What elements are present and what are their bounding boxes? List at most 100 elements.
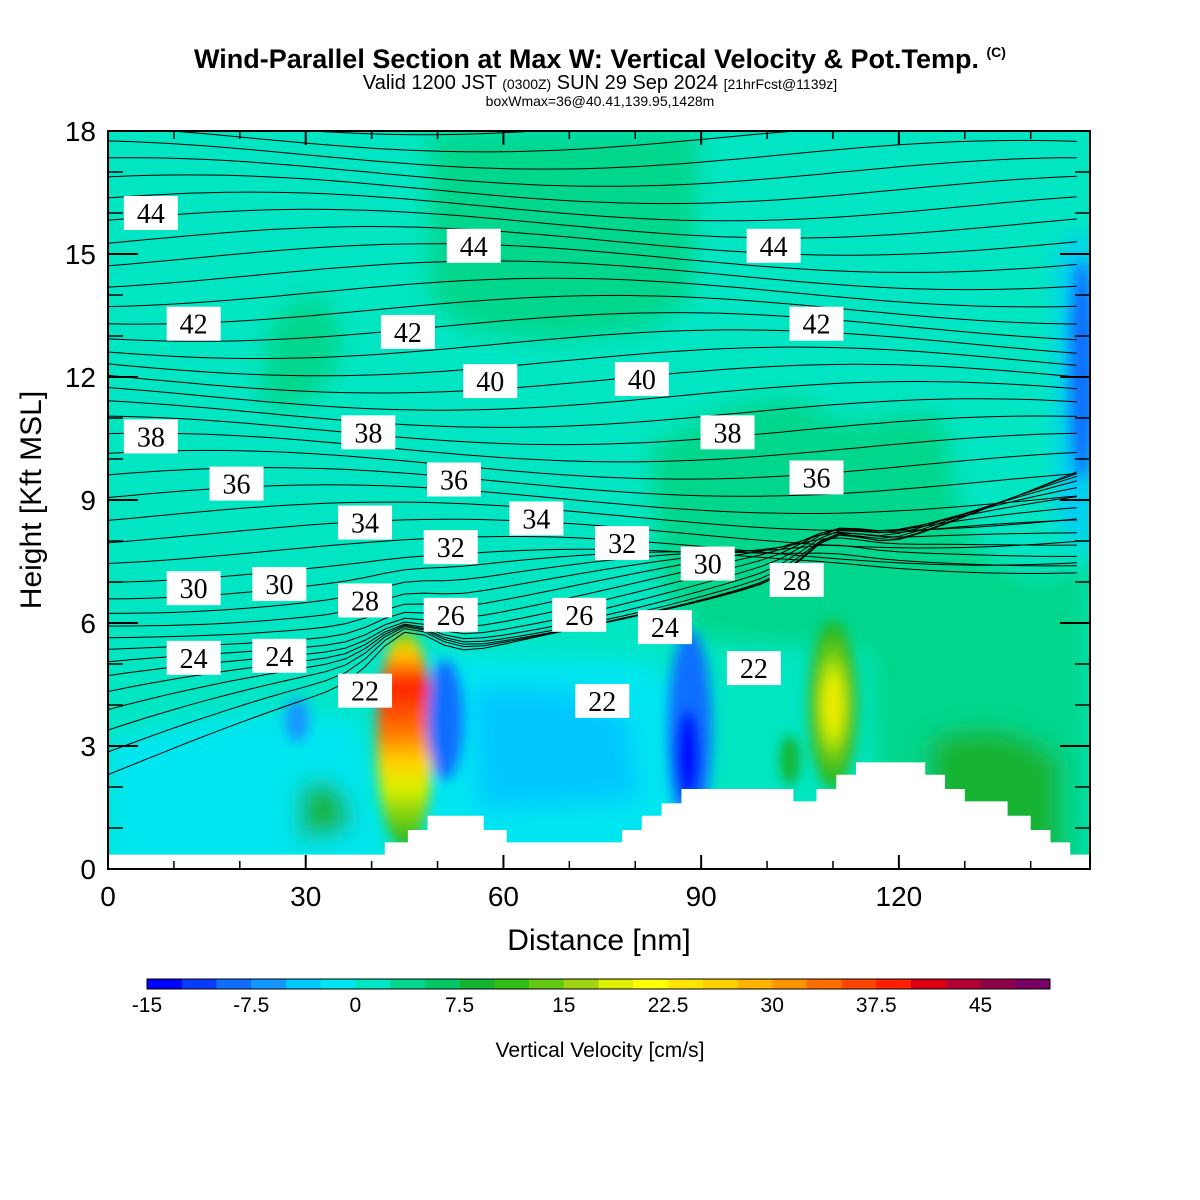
theta-contour-line [108, 208, 1077, 239]
theta-label-text: 22 [588, 687, 616, 718]
colorbar-tick-label: 30 [761, 994, 784, 1017]
theta-contour-line [108, 294, 1077, 325]
theta-contour-labels: 44 44 44 42 42 42 40 40 38 38 38 36 36 36 34 34 32 32 30 30… [123, 196, 844, 718]
y-tick-label: 3 [80, 731, 96, 762]
theta-contour-line [108, 467, 1077, 497]
theta-label-box [726, 651, 781, 686]
theta-label: 36 [427, 462, 482, 497]
theta-label: 26 [552, 597, 607, 632]
colorbar-swatch [320, 979, 356, 989]
colorbar-swatch [1015, 979, 1051, 989]
low-left-green [300, 782, 350, 840]
theta-contour-line [108, 363, 1077, 394]
theta-label-box [789, 306, 844, 341]
downdraft-core-mid-deep [676, 710, 700, 800]
theta-contour-line [108, 536, 1077, 566]
colorbar-tick-label: 22.5 [648, 994, 689, 1017]
theta-label-text: 28 [351, 586, 379, 617]
updraft-core-right [808, 620, 858, 790]
colorbar-swatch [147, 979, 183, 989]
theta-label-text: 34 [522, 504, 550, 535]
y-tick-label: 0 [80, 854, 96, 885]
theta-label-text: 40 [628, 365, 656, 396]
theta-contour-line [108, 380, 1077, 411]
theta-label-text: 44 [760, 232, 788, 263]
theta-label: 44 [123, 196, 178, 230]
theta-label-text: 24 [265, 642, 293, 673]
box-info: boxWmax=36@40.41,139.95,1428m [485, 93, 715, 109]
downdraft-core-left [427, 660, 463, 780]
colorbar-swatch [633, 979, 669, 989]
theta-label-box [552, 597, 607, 632]
theta-contour-line [108, 89, 1077, 118]
theta-label: 40 [614, 362, 669, 397]
theta-label-text: 26 [565, 601, 593, 632]
theta-label-box [700, 415, 755, 450]
theta-label-box [637, 610, 692, 645]
theta-contour-line [108, 260, 1077, 291]
x-tick-label: 30 [290, 881, 321, 912]
colorbar-swatch [598, 979, 634, 989]
colorbar-swatch [355, 979, 391, 989]
theta-label: 38 [700, 415, 755, 450]
valid-date: SUN 29 Sep 2024 [556, 72, 719, 94]
colorbar-tick-label: -7.5 [233, 994, 269, 1017]
theta-label: 44 [446, 228, 501, 263]
updraft-small [780, 735, 800, 785]
theta-label-text: 24 [180, 644, 208, 675]
upper-left-green [260, 297, 340, 408]
colorbar-swatch [251, 979, 287, 989]
theta-label: 32 [595, 526, 650, 561]
theta-label: 24 [637, 610, 692, 645]
colorbar-tick-label: 0 [350, 994, 362, 1017]
theta-contour-line [108, 518, 1077, 549]
field-cores [285, 260, 1090, 850]
theta-label-box [380, 314, 435, 349]
y-tick-label: 9 [80, 485, 96, 516]
theta-label: 30 [680, 546, 735, 581]
colorbar-swatch [390, 979, 426, 989]
x-axis-label: Distance [nm] [507, 924, 690, 957]
theta-contour-line [108, 174, 1077, 205]
theta-label: 38 [123, 419, 178, 454]
x-tick-label: 60 [488, 881, 519, 912]
colorbar-swatch [841, 979, 877, 989]
x-tick-label: 120 [876, 881, 923, 912]
theta-label: 42 [789, 306, 844, 341]
theta-label: 30 [252, 567, 307, 602]
colorbar: -15 -7.5 0 7.5 15 22.5 30 37.5 45 [132, 978, 1051, 1017]
colorbar-frame [146, 978, 1051, 990]
y-tick-label: 12 [65, 362, 96, 393]
theta-label-box [423, 597, 478, 632]
theta-label-box [423, 530, 478, 565]
colorbar-swatch [667, 979, 704, 989]
colorbar-swatch [494, 979, 530, 989]
theta-label-box [166, 571, 221, 606]
theta-label-text: 26 [437, 601, 465, 632]
theta-contour-line [108, 191, 1077, 222]
theta-label-text: 42 [802, 310, 830, 341]
downdraft-right-edge [1070, 260, 1090, 480]
colorbar-swatch [216, 979, 252, 989]
theta-label-text: 38 [714, 418, 742, 449]
colorbar-swatch [806, 979, 843, 989]
theta-contour-line [108, 531, 1077, 639]
terrain-mask [108, 762, 1090, 869]
theta-label-text: 42 [394, 318, 422, 349]
theta-label: 22 [575, 683, 630, 718]
theta-contour-line [108, 432, 1077, 463]
theta-contour-line [108, 225, 1077, 256]
theta-label-box [252, 567, 307, 602]
theta-label: 42 [166, 306, 221, 341]
theta-label: 44 [746, 228, 801, 263]
theta-label-box [680, 546, 735, 581]
theta-label-box [123, 196, 178, 230]
theta-label-box [746, 228, 801, 263]
theta-label-text: 42 [180, 310, 208, 341]
colorbar-label: Vertical Velocity [cm/s] [496, 1039, 705, 1062]
x-tick-label: 0 [100, 881, 116, 912]
colorbar-tick-label: 37.5 [856, 994, 897, 1017]
theta-contour-line [108, 277, 1077, 308]
